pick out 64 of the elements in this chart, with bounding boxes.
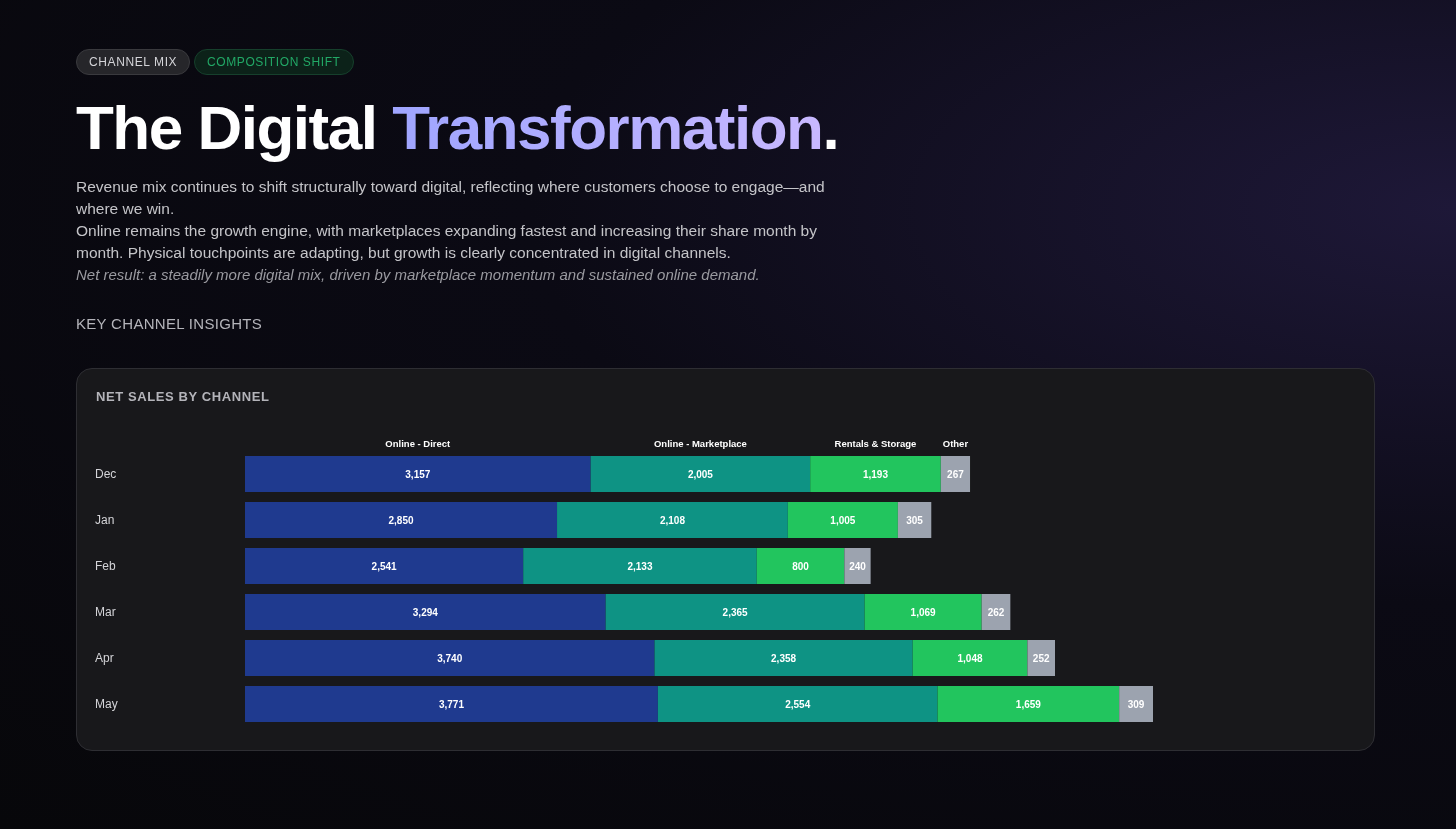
bar <box>940 456 971 492</box>
bar <box>756 548 845 584</box>
text: KEY CHANNEL INSIGHTS <box>76 315 263 332</box>
bar <box>245 640 655 676</box>
bar <box>245 594 606 630</box>
data-label: 2,358 <box>771 652 797 664</box>
bar <box>605 594 865 630</box>
data-label: 2,133 <box>627 560 653 572</box>
chart-title: The Digital Transformation. <box>76 93 839 162</box>
bar <box>523 548 757 584</box>
data-label: 1,048 <box>957 652 983 664</box>
data-label: 1,005 <box>830 514 856 526</box>
data-label: 2,541 <box>371 560 398 572</box>
bar <box>654 640 913 676</box>
bar <box>810 456 941 492</box>
data-label: 1,659 <box>1015 698 1042 710</box>
text: CHANNEL MIX <box>76 49 191 75</box>
text: Net result: a steadily more digital mix, driven by marketplace momentum and sustained online demand. <box>76 265 760 285</box>
y-tick-label: Apr <box>95 651 114 665</box>
y-tick-label: Jan <box>95 513 115 527</box>
y-tick-label: Mar <box>95 605 116 619</box>
data-label: 240 <box>849 560 867 572</box>
bar <box>864 594 982 630</box>
text: COMPOSITION SHIFT <box>194 49 354 75</box>
bar <box>1119 686 1153 722</box>
bar <box>245 502 558 538</box>
bar <box>657 686 938 722</box>
series-label: Online - Marketplace <box>652 438 748 449</box>
data-label: 252 <box>1032 652 1050 664</box>
y-tick-label: Dec <box>95 467 117 481</box>
bar <box>245 456 591 492</box>
chart-subtitle: Revenue mix continues to shift structurally toward digital, reflecting where customers choose to engage—and where we win. Online remains the growth engine, with marketplaces expanding fastest and increasing their share month by month. Physical touchpoints are adapting, but growth is clearly concentrated in digital channels. <box>76 177 826 263</box>
data-label: 267 <box>947 468 965 480</box>
data-label: 800 <box>792 560 810 572</box>
text: NET SALES BY CHANNEL <box>96 389 270 404</box>
data-label: 2,108 <box>659 514 686 526</box>
bar <box>937 686 1120 722</box>
bar <box>912 640 1028 676</box>
data-label: 305 <box>906 514 924 526</box>
data-label: 3,740 <box>437 652 463 664</box>
data-label: 1,193 <box>862 468 889 480</box>
series-label: Other <box>942 438 969 449</box>
series-label: Rentals & Storage <box>834 438 917 449</box>
y-tick-label: Feb <box>95 559 116 573</box>
bar <box>897 502 932 538</box>
data-label: 3,771 <box>438 698 465 710</box>
bar <box>557 502 788 538</box>
bar <box>245 686 658 722</box>
bar <box>787 502 898 538</box>
data-label: 309 <box>1127 698 1145 710</box>
y-tick-label: May <box>95 697 118 711</box>
data-label: 2,005 <box>687 468 714 480</box>
data-label: 2,850 <box>388 514 414 526</box>
data-label: 2,365 <box>722 606 749 618</box>
data-label: 3,157 <box>405 468 431 480</box>
data-label: 262 <box>987 606 1005 618</box>
series-label: Online - Direct <box>384 438 452 449</box>
bar <box>1027 640 1056 676</box>
bar <box>245 548 524 584</box>
bar <box>844 548 871 584</box>
data-label: 3,294 <box>412 606 439 618</box>
bar <box>590 456 811 492</box>
data-label: 2,554 <box>785 698 811 710</box>
data-label: 1,069 <box>910 606 937 618</box>
